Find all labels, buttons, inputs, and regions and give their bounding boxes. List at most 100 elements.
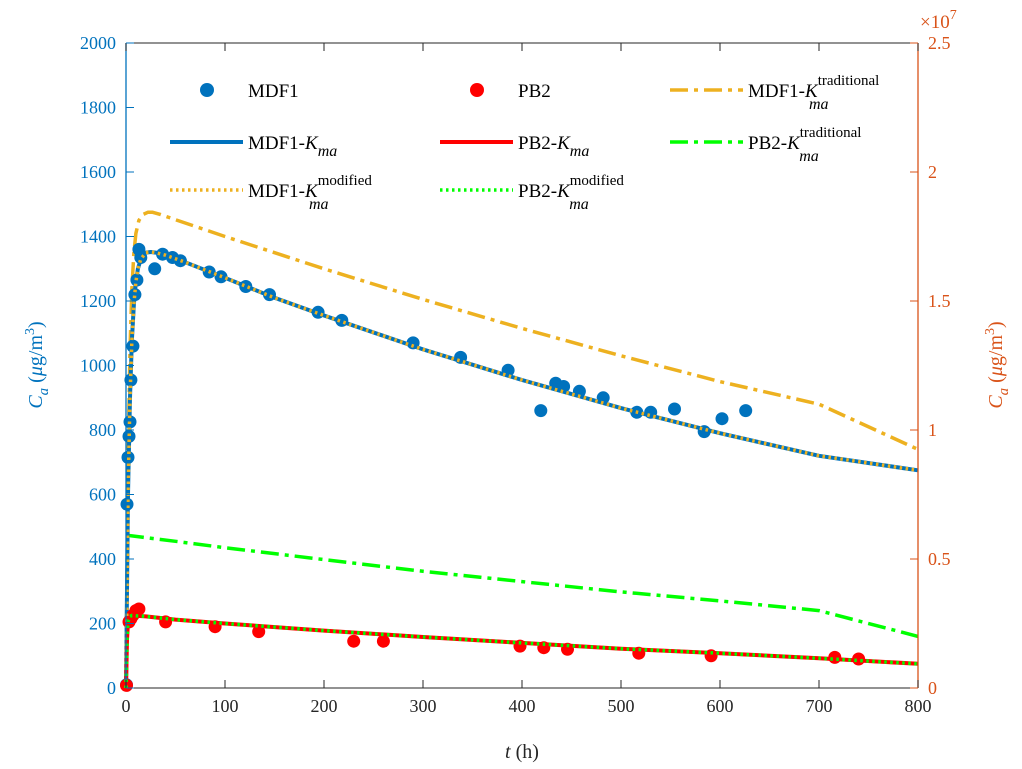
x-tick-label: 700 [806,696,833,716]
y-right-label-sup: 3 [983,328,998,335]
point-mdf1 [596,391,610,405]
point-pb2 [252,625,266,639]
point-mdf1 [156,247,170,261]
point-pb2 [159,615,173,629]
y-right-label-sub: a [996,388,1012,396]
y-left-tick-label: 1800 [80,98,116,118]
point-mdf1 [406,336,420,350]
legend-label-base: MDF1- [248,133,305,154]
legend-label: MDF1 [248,81,299,102]
y-left-label-unit-post: ) [25,321,47,328]
x-axis-label: t (h) [505,741,539,763]
legend-label-k: K [304,181,319,202]
legend-label-sup: traditional [818,73,880,89]
y-right-label-unit-pre: ( [985,376,1007,388]
point-mdf1 [534,404,548,418]
legend-item: PB2-Kma [440,133,589,160]
legend-label-sub: ma [309,196,329,213]
legend-label-k: K [556,133,571,154]
legend-item: MDF1 [200,81,299,102]
y-left-tick-label: 1000 [80,356,116,376]
legend-label-sub: ma [799,148,819,165]
svg-text:×107: ×107 [920,8,957,33]
legend-label-sup: modified [570,173,625,189]
point-mdf1 [239,280,253,293]
point-mdf1 [134,251,148,264]
legend-label-base: PB2 [518,81,551,102]
point-mdf1 [121,450,135,464]
y-left-tick-label: 400 [89,549,116,569]
y-left-label-unit-mid: g/m [25,335,47,367]
legend-marker [470,83,484,97]
series-line-pb2-kma-modified [124,613,919,689]
axes-layer: 0 100 200 300 400 500 600 700 800020040060080010… [80,33,951,716]
legend-label-sup: modified [318,173,373,189]
right-exponent-base: ×10 [920,12,950,33]
y-left-tick-label: 1600 [80,162,116,182]
legend-label-sub: ma [318,143,338,160]
y-left-label-var: C [25,395,47,409]
y-right-label-mu: μ [985,366,1007,377]
x-tick-label: 400 [509,696,536,716]
right-exponent-power: 7 [950,8,957,23]
y-left-tick-label: 200 [89,614,116,634]
series-line-pb2-kma-traditional [125,533,919,639]
point-pb2 [537,641,551,655]
x-tick-label: 200 [311,696,338,716]
series-line-mdf1-kma-traditional [124,210,919,689]
legend-item: MDF1-Kmodified ma [170,173,372,213]
y-right-tick-label: 0 [928,678,937,698]
legend-label-base: MDF1- [748,81,805,102]
y-right-label-unit-mid: g/m [985,335,1007,367]
point-pb2 [376,634,390,648]
y-left-tick-label: 800 [89,420,116,440]
point-mdf1 [572,384,586,398]
y-left-label-sup: 3 [23,328,38,335]
legend-label-k: K [804,81,819,102]
legend-label: MDF1-Kma [248,133,337,160]
x-tick-label: 300 [410,696,437,716]
x-tick-label: 600 [707,696,734,716]
point-pb2 [132,602,146,616]
legend-label: PB2-Kmodified ma [518,173,624,213]
legend-label-k: K [304,133,319,154]
legend-label-base: PB2- [748,133,787,154]
legend-label: PB2-Kma [518,133,589,160]
y-right-label-unit-post: ) [985,321,1007,328]
y-left-tick-label: 0 [107,678,116,698]
right-axis-exponent: ×107 [920,8,957,33]
series-layer [120,210,919,692]
legend-label-base: PB2- [518,181,557,202]
legend-item: PB2-Kmodified ma [440,173,624,213]
legend-label: PB2-Ktraditional ma [748,125,861,165]
x-tick-label: 500 [608,696,635,716]
point-pb2 [208,620,222,634]
point-pb2 [704,649,718,663]
legend-label-sub: ma [569,196,589,213]
legend-label-base: MDF1 [248,81,299,102]
point-mdf1 [311,305,325,319]
y-left-tick-label: 600 [89,485,116,505]
y-left-tick-label: 1400 [80,227,116,247]
point-mdf1 [173,254,187,268]
point-pb2 [632,646,646,660]
point-mdf1 [557,380,571,393]
legend-label-base: PB2- [518,133,557,154]
legend-label-k: K [556,181,571,202]
point-pb2 [347,634,361,648]
y-right-tick-label: 0.5 [928,549,951,569]
x-axis-label-unit: (h) [511,741,539,763]
point-pb2 [828,650,842,664]
y-right-label-var: C [985,395,1007,409]
series-line-mdf1-kma-modified [124,250,919,689]
legend-label: MDF1-Kmodified ma [248,173,372,213]
point-mdf1 [126,339,140,353]
legend-item: PB2 [470,81,551,102]
point-mdf1 [148,262,162,276]
svg-text:t (h): t (h) [505,741,539,763]
y-right-tick-label: 1 [928,420,937,440]
svg-text:Ca (μg/m3): Ca (μg/m3) [23,321,52,408]
legend-label: PB2 [518,81,551,102]
